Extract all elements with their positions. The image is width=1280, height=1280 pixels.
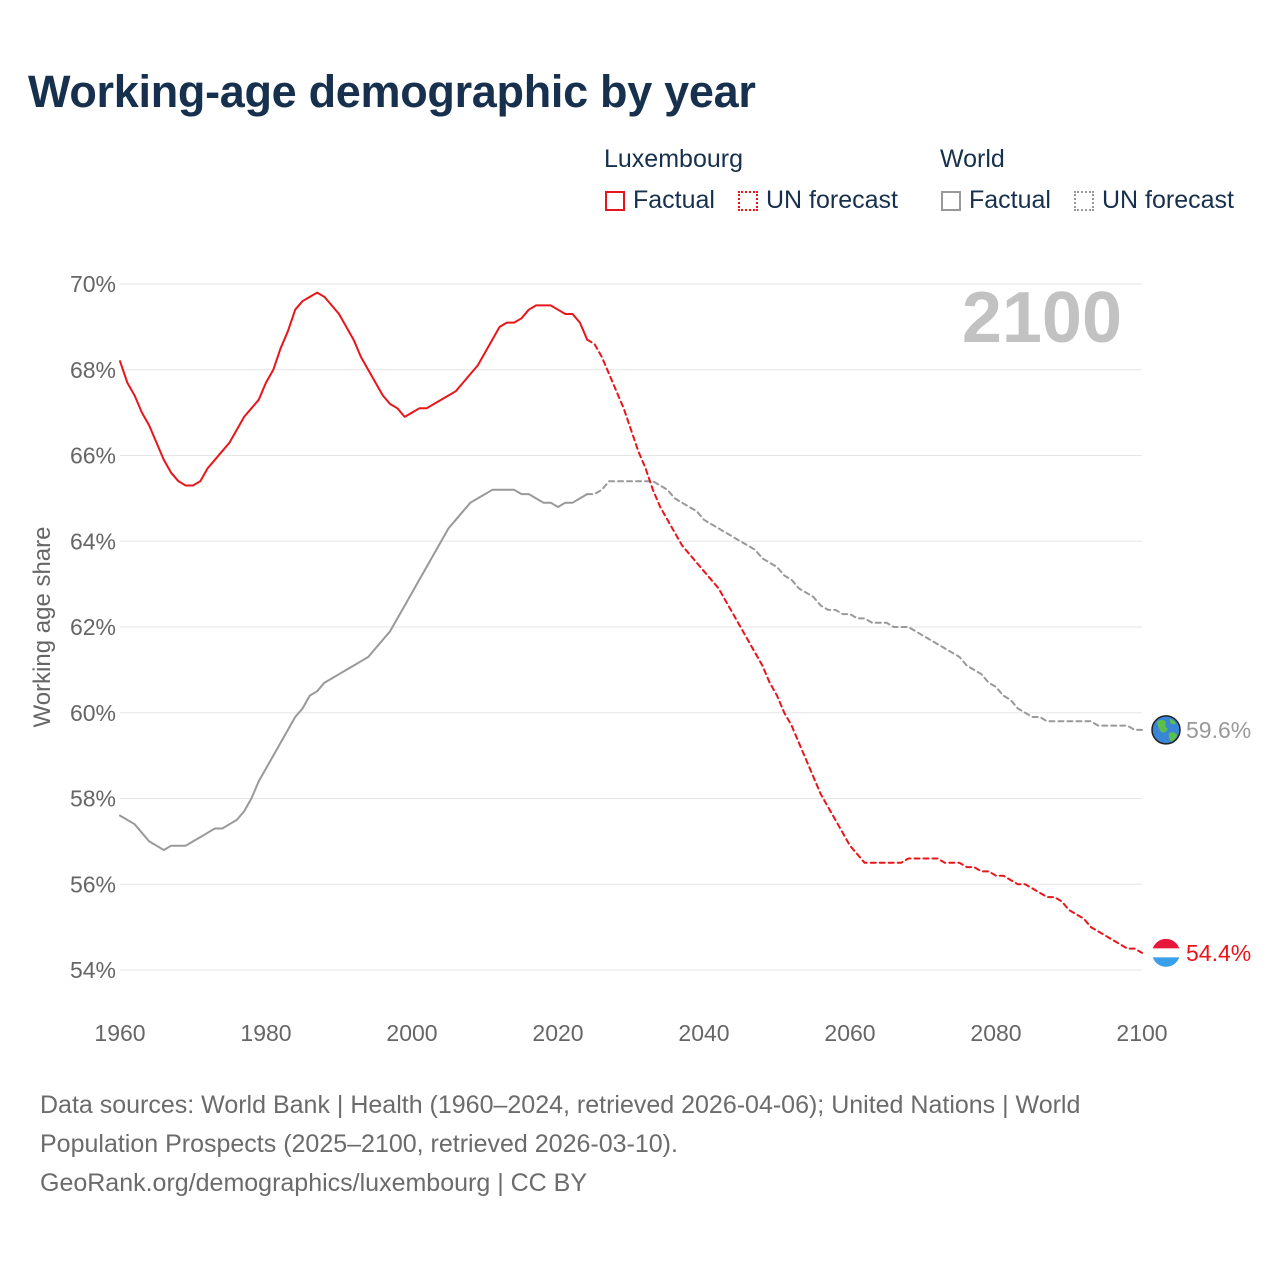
year-indicator: 2100 — [962, 278, 1122, 358]
x-tick-label: 2040 — [678, 1020, 729, 1046]
y-tick-label: 66% — [70, 443, 116, 469]
y-tick-label: 64% — [70, 528, 116, 554]
footer: Data sources: World Bank | Health (1960–… — [40, 1086, 1190, 1203]
y-tick-label: 56% — [70, 871, 116, 897]
luxembourg-forecast-line — [586, 338, 1143, 954]
y-tick-label: 60% — [70, 700, 116, 726]
x-tick-label: 2020 — [532, 1020, 583, 1046]
y-tick-label: 54% — [70, 957, 116, 983]
dotted-line-swatch-icon — [738, 190, 758, 211]
legend-world-forecast[interactable]: UN forecast — [1074, 186, 1234, 215]
legend-luxembourg-forecast[interactable]: UN forecast — [738, 186, 898, 215]
solid-line-swatch-icon — [605, 190, 625, 211]
y-axis-label: Working age share — [29, 527, 56, 728]
luxembourg-factual-line — [119, 291, 589, 487]
data-sources: Data sources: World Bank | Health (1960–… — [40, 1091, 1081, 1158]
end-value-label: 54.4% — [1186, 940, 1251, 966]
legend-label: UN forecast — [766, 186, 898, 214]
solid-line-swatch-icon — [941, 190, 961, 211]
y-tick-label: 58% — [70, 786, 116, 812]
y-tick-label: 68% — [70, 357, 116, 383]
line-chart: 54% 56% 58% 60% 62% 64% 66% 68% 70% 1960 1980 2000… — [29, 271, 1251, 1046]
end-value-label: 59.6% — [1186, 717, 1251, 743]
y-tick-label: 62% — [70, 614, 116, 640]
legend-label: UN forecast — [1102, 186, 1234, 214]
legend-label: Factual — [969, 186, 1051, 214]
legend-world-factual[interactable]: Factual — [941, 186, 1051, 215]
x-tick-label: 2080 — [970, 1020, 1021, 1046]
world-forecast-line — [586, 480, 1143, 731]
globe-icon — [1151, 715, 1181, 745]
y-tick-label: 70% — [70, 271, 116, 297]
legend-luxembourg-factual[interactable]: Factual — [605, 186, 715, 215]
x-tick-label: 2100 — [1116, 1020, 1167, 1046]
world-factual-line — [119, 488, 589, 851]
legend-group-luxembourg: Luxembourg — [604, 145, 743, 173]
x-tick-label: 1960 — [94, 1020, 145, 1046]
x-tick-label: 2000 — [386, 1020, 437, 1046]
x-tick-label: 2060 — [824, 1020, 875, 1046]
dotted-line-swatch-icon — [1074, 190, 1094, 211]
legend-group-world: World — [940, 145, 1005, 173]
x-tick-label: 1980 — [240, 1020, 291, 1046]
legend-label: Factual — [633, 186, 715, 214]
credit-link[interactable]: GeoRank.org/demographics/luxembourg | CC… — [40, 1169, 588, 1197]
luxembourg-flag-icon — [1152, 938, 1180, 967]
chart-title: Working-age demographic by year — [28, 66, 756, 117]
